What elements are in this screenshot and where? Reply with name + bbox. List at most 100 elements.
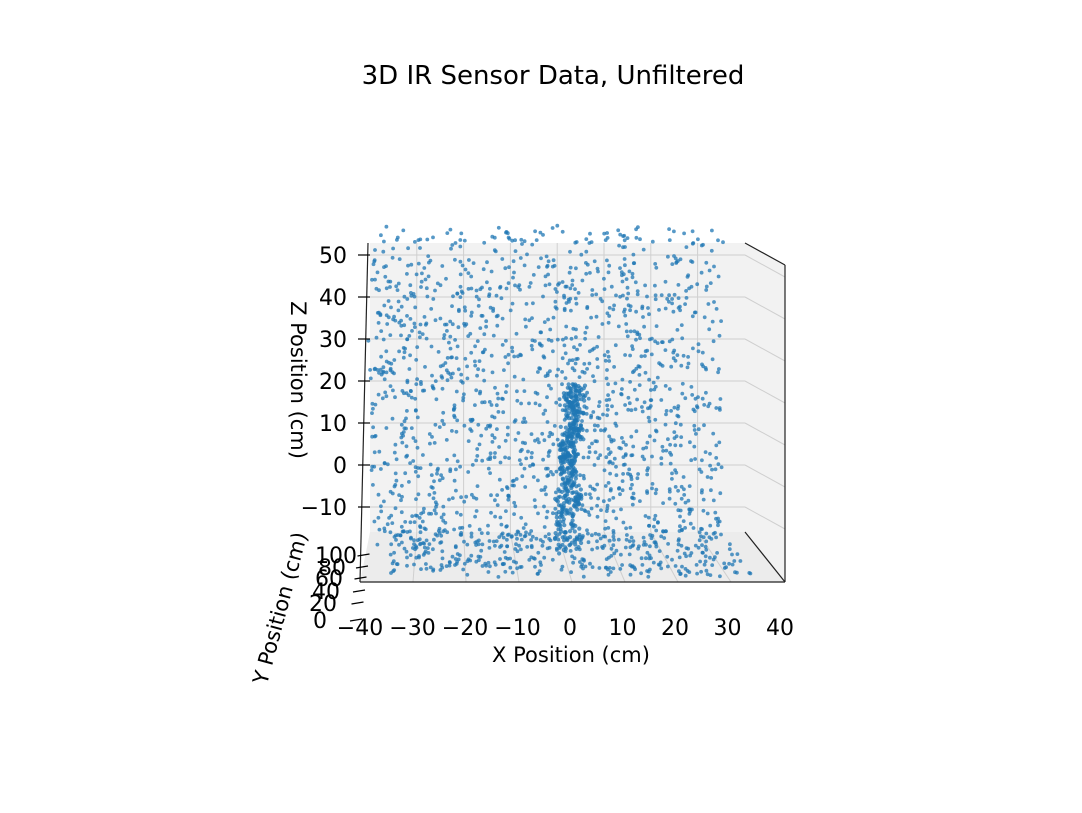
- data-point: [660, 340, 665, 345]
- data-point: [676, 488, 680, 493]
- data-point: [482, 332, 487, 337]
- data-point: [496, 396, 501, 401]
- data-point: [473, 403, 477, 407]
- data-point: [376, 321, 381, 325]
- data-point: [392, 550, 396, 555]
- data-point: [503, 266, 508, 271]
- data-point: [542, 555, 547, 560]
- data-point: [562, 308, 567, 313]
- data-point: [672, 292, 677, 297]
- data-point: [499, 522, 504, 527]
- data-point: [432, 491, 437, 495]
- data-point: [513, 418, 518, 423]
- data-point: [670, 337, 675, 342]
- data-point: [673, 421, 678, 426]
- data-point: [552, 263, 557, 268]
- data-point: [704, 568, 709, 573]
- data-point: [580, 535, 585, 540]
- data-point: [573, 385, 578, 390]
- data-point: [551, 315, 556, 320]
- data-point: [426, 254, 431, 258]
- data-point: [578, 487, 584, 492]
- data-point: [617, 486, 622, 490]
- data-point: [560, 564, 565, 569]
- data-point: [628, 563, 633, 568]
- data-point: [554, 373, 559, 378]
- data-point: [529, 529, 534, 533]
- data-point: [519, 401, 523, 406]
- data-point: [703, 559, 708, 564]
- data-point: [382, 529, 387, 534]
- data-point: [618, 266, 622, 270]
- data-point: [477, 538, 481, 543]
- data-point: [426, 546, 430, 550]
- z-axis-line: [359, 242, 369, 583]
- data-point: [636, 472, 640, 476]
- data-point: [616, 228, 621, 233]
- data-point: [393, 318, 398, 323]
- data-point: [663, 306, 668, 311]
- data-point: [704, 531, 709, 536]
- data-point: [586, 455, 591, 460]
- data-point: [607, 359, 612, 363]
- data-point: [546, 272, 550, 277]
- data-point: [452, 527, 456, 532]
- data-point: [413, 240, 417, 244]
- data-point: [537, 440, 541, 445]
- data-point: [714, 406, 719, 410]
- data-point: [488, 286, 492, 291]
- data-point: [559, 460, 564, 465]
- data-point: [576, 291, 581, 295]
- data-point: [555, 223, 560, 228]
- data-point: [565, 478, 570, 483]
- data-point: [621, 463, 626, 467]
- data-point: [572, 529, 577, 534]
- data-point: [555, 337, 560, 342]
- data-point: [404, 391, 409, 396]
- data-point: [585, 367, 589, 371]
- data-point: [633, 567, 637, 572]
- data-point: [649, 388, 653, 392]
- data-point: [438, 316, 443, 321]
- data-point: [496, 225, 501, 230]
- data-point: [484, 319, 489, 324]
- data-point: [480, 285, 484, 290]
- data-point: [505, 231, 510, 236]
- data-point: [409, 536, 413, 541]
- data-point: [692, 444, 697, 449]
- data-point: [730, 562, 735, 567]
- data-point: [565, 536, 570, 541]
- data-point: [590, 533, 594, 538]
- data-point: [625, 236, 630, 241]
- data-point: [677, 555, 682, 560]
- data-point: [512, 483, 516, 488]
- data-point: [536, 370, 540, 374]
- data-point: [567, 529, 573, 534]
- data-point: [475, 484, 480, 488]
- z-tick-label: −10: [301, 496, 347, 521]
- data-point: [696, 237, 700, 242]
- data-point: [530, 451, 534, 455]
- data-point: [605, 311, 610, 316]
- data-point: [643, 349, 648, 354]
- data-point: [620, 436, 624, 440]
- data-point: [390, 255, 395, 260]
- data-point: [466, 470, 471, 474]
- data-point: [484, 426, 489, 431]
- data-point: [656, 520, 660, 524]
- data-point: [654, 487, 659, 492]
- data-point: [572, 502, 578, 507]
- data-point: [705, 511, 710, 516]
- data-point: [632, 329, 637, 334]
- data-point: [673, 256, 678, 261]
- grid-line-z-side: [744, 506, 786, 530]
- data-point: [452, 453, 457, 458]
- data-point: [573, 523, 578, 529]
- data-point: [459, 531, 464, 535]
- data-point: [592, 346, 596, 351]
- data-point: [606, 320, 611, 325]
- data-point: [601, 534, 606, 539]
- data-point: [699, 270, 704, 275]
- data-point: [573, 542, 578, 547]
- data-point: [573, 296, 578, 301]
